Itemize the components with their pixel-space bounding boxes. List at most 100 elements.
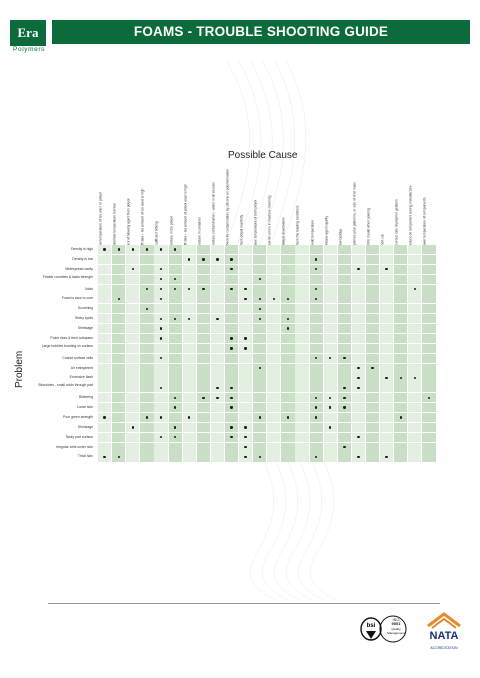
table-cell: [182, 393, 196, 403]
cause-mark-dot: [258, 307, 261, 310]
cause-mark-dot: [103, 455, 106, 459]
table-cell: [380, 442, 394, 452]
cause-mark-dot: [286, 327, 290, 330]
table-cell: [422, 383, 436, 393]
table-cell: [239, 393, 253, 403]
table-cell: [281, 393, 295, 403]
cause-mark-dot: [244, 347, 247, 350]
cause-mark-dot: [159, 327, 163, 330]
table-cell: [323, 442, 337, 452]
table-cell: [408, 294, 422, 304]
cause-mark-dot: [329, 426, 332, 429]
cause-header: Raise temperature of both polyol: [254, 178, 262, 248]
svg-text:bsi: bsi: [367, 623, 376, 629]
table-cell: [422, 274, 436, 284]
cause-header: Slow buildup: [338, 178, 347, 248]
table-cell: [98, 254, 112, 264]
table-cell: [337, 314, 351, 324]
table-cell: [224, 324, 239, 334]
table-cell: [267, 432, 281, 442]
table-cell: [281, 353, 295, 363]
table-cell: [140, 274, 154, 284]
cause-header-label: Moisture in container: [197, 217, 202, 248]
table-cell: [281, 363, 295, 373]
table-cell: [210, 245, 225, 255]
cause-mark-dot: [357, 436, 360, 439]
table-cell: [267, 442, 281, 452]
cause-mark-dot: [230, 347, 233, 350]
table-cell: [323, 333, 337, 343]
cause-mark-dot: [371, 366, 374, 370]
table-cell: [267, 422, 281, 432]
cause-mark-dot: [145, 416, 149, 419]
table-cell: [422, 304, 436, 314]
table-cell: [210, 403, 225, 413]
cause-mark-dot: [258, 416, 261, 419]
table-cell: [126, 274, 140, 284]
table-cell: [126, 254, 140, 264]
table-cell: [210, 264, 225, 274]
table-cell: [224, 373, 239, 383]
table-cell: [295, 333, 309, 343]
table-cell: [112, 343, 126, 353]
table-cell: [196, 373, 210, 383]
table-cell: [365, 343, 380, 353]
table-cell: [408, 314, 422, 324]
table-cell: [380, 412, 394, 423]
cause-header-label: Till for mould when pouring: [366, 208, 371, 248]
cause-mark-dot: [357, 386, 360, 390]
cause-mark-dot: [216, 396, 219, 399]
table-cell: [422, 452, 436, 462]
cause-header-label: Look for errors in machine metering: [267, 195, 272, 248]
cause-mark-dot: [357, 366, 360, 370]
table-cell: [98, 324, 112, 334]
cause-mark-dot: [159, 416, 163, 419]
table-cell: [380, 314, 394, 324]
table-cell: [210, 363, 225, 373]
table-cell: [394, 403, 408, 413]
table-cell: [394, 353, 408, 363]
table-cell: [98, 383, 112, 393]
table-cell: [422, 353, 436, 363]
table-cell: [323, 264, 337, 274]
table-cell: [408, 412, 422, 423]
table-cell: [140, 314, 154, 324]
cause-mark-dot: [343, 357, 346, 360]
table-cell: [281, 274, 295, 284]
table-cell: [394, 343, 408, 353]
cause-mark-dot: [258, 455, 261, 459]
cause-mark-dot: [258, 297, 261, 301]
table-cell: [126, 373, 140, 383]
table-cell: [196, 412, 210, 423]
cause-mark-dot: [103, 416, 106, 419]
table-cell: [337, 274, 351, 284]
table-cell: [295, 274, 309, 284]
table-cell: [309, 314, 323, 324]
table-cell: [112, 264, 126, 274]
table-cell: [224, 353, 239, 363]
cause-mark-dot: [230, 436, 233, 439]
page-title: FOAMS - TROUBLE SHOOTING GUIDE: [133, 24, 389, 39]
table-cell: [365, 254, 380, 264]
table-cell: [154, 393, 168, 403]
cause-mark-dot: [173, 287, 177, 291]
cause-mark-dot: [286, 416, 290, 419]
table-cell: [380, 294, 394, 304]
table-cell: [365, 442, 380, 452]
table-cell: [126, 403, 140, 413]
table-cell: [98, 304, 112, 314]
cause-header-label: Moisture contamination – water in all ve…: [211, 182, 216, 248]
table-cell: [210, 324, 225, 334]
table-cell: [140, 452, 154, 462]
table-cell: [98, 373, 112, 383]
table-cell: [295, 393, 309, 403]
table-cell: [196, 442, 210, 452]
table-cell: [196, 314, 210, 324]
table-cell: [394, 333, 408, 343]
table-cell: [408, 333, 422, 343]
cause-header: Substrate temperature too low: [113, 178, 121, 248]
cause-mark-dot: [173, 277, 177, 281]
table-cell: [126, 363, 140, 373]
table-cell: [112, 254, 126, 264]
problem-label: Thick skin: [77, 454, 93, 459]
